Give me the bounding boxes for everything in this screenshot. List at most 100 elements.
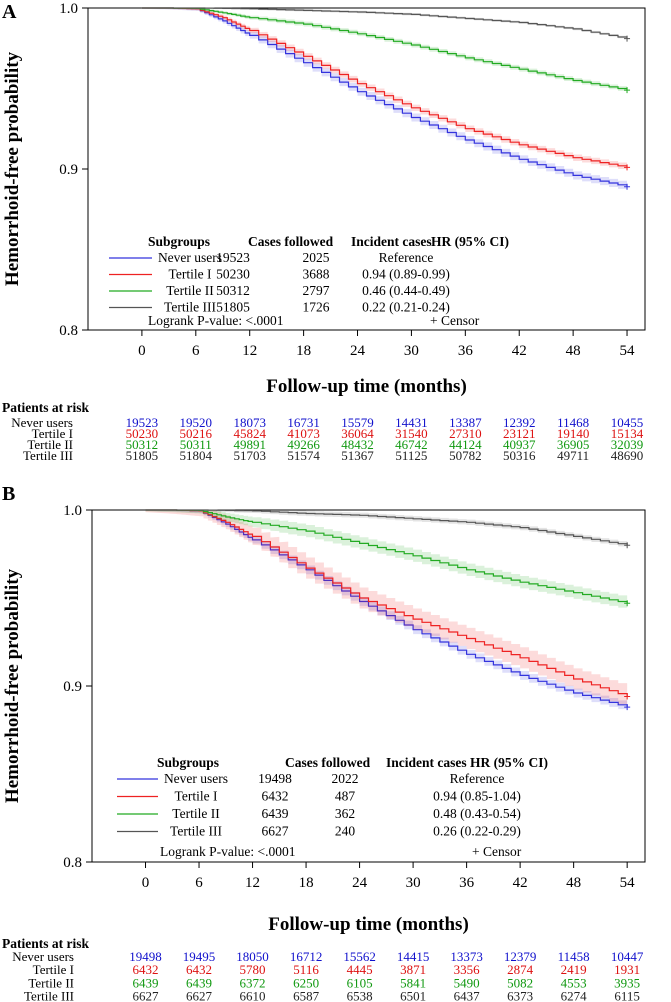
risk-row: Tertile II 50312 50311 49891 49266 48432 46742… xyxy=(27,437,643,452)
censor-mark xyxy=(624,693,631,700)
risk-cell: 13373 xyxy=(450,949,483,964)
risk-cell: 50316 xyxy=(503,448,536,463)
legend-hr: Reference xyxy=(450,771,505,786)
legend-header: Subgroups xyxy=(148,234,210,249)
risk-cell: 36064 xyxy=(341,426,374,441)
risk-row: Tertile II 6439 6439 6372 6250 6105 5841 5490 50… xyxy=(28,975,640,990)
legend-incident: 240 xyxy=(335,824,356,839)
legend-hr: 0.46 (0.44-0.49) xyxy=(362,283,450,298)
risk-cell: 6115 xyxy=(614,989,640,1002)
risk-cell: 44124 xyxy=(449,437,482,452)
legend-name: Tertile III xyxy=(170,824,222,839)
legend-followed: 50230 xyxy=(216,267,250,282)
legend-incident: 362 xyxy=(335,806,355,821)
risk-cell: 11458 xyxy=(558,949,590,964)
risk-cell: 41073 xyxy=(287,426,320,441)
series-tertile-iii xyxy=(145,509,631,549)
x-tick-label: 24 xyxy=(352,875,368,891)
legend-incident: 1726 xyxy=(303,300,330,315)
risk-cell: 6274 xyxy=(561,989,588,1002)
risk-cell: 12379 xyxy=(504,949,537,964)
x-tick-label: 18 xyxy=(299,875,314,891)
legend-header: Subgroups xyxy=(157,755,219,770)
panel-a: A 0.8 0.9 1.0 0 6 12 18 24 30 36 42 48 54 Follow-up ti… xyxy=(2,1,646,463)
risk-cell: 19140 xyxy=(557,426,590,441)
x-tick-label: 48 xyxy=(566,875,581,891)
risk-cell: 49891 xyxy=(233,437,266,452)
legend: Subgroups Cases followed Incident cases HR … xyxy=(109,234,509,328)
risk-cell: 50216 xyxy=(180,426,213,441)
risk-cell: 6437 xyxy=(454,989,481,1002)
risk-cell: 51703 xyxy=(233,448,266,463)
legend-name: Never users xyxy=(164,771,228,786)
risk-row-label: Tertile III xyxy=(23,448,73,463)
risk-row-label: Tertile II xyxy=(28,975,74,990)
risk-cell: 14431 xyxy=(395,415,428,430)
risk-cell: 14415 xyxy=(397,949,430,964)
x-tick-label: 54 xyxy=(620,343,636,359)
confidence-band xyxy=(141,8,628,93)
risk-row-label: Never users xyxy=(12,949,74,964)
risk-row-label: Tertile II xyxy=(27,437,73,452)
x-tick-label: 30 xyxy=(404,343,419,359)
risk-cell: 32039 xyxy=(611,437,644,452)
risk-cell: 19520 xyxy=(180,415,213,430)
risk-cell: 50230 xyxy=(126,426,159,441)
legend-incident: 2797 xyxy=(303,283,330,298)
risk-cell: 23121 xyxy=(503,426,536,441)
risk-cell: 51805 xyxy=(126,448,159,463)
risk-cell: 6105 xyxy=(347,975,373,990)
legend-row: Tertile III 6627 240 0.26 (0.22-0.29) xyxy=(117,824,521,839)
y-tick-label: 1.0 xyxy=(63,503,82,519)
risk-table-title: Patients at risk xyxy=(2,936,89,951)
x-tick-label: 36 xyxy=(459,875,475,891)
risk-row-label: Tertile III xyxy=(24,989,74,1002)
risk-table-title: Patients at risk xyxy=(2,400,89,415)
legend-followed: 19498 xyxy=(258,771,292,786)
risk-row: Never users 19498 19495 18050 16712 15562 1441… xyxy=(12,949,644,964)
risk-cell: 6610 xyxy=(240,989,266,1002)
legend-header: Cases followed xyxy=(248,234,334,249)
x-tick-label: 0 xyxy=(138,343,146,359)
series-never-users xyxy=(141,7,631,191)
risk-cell: 6627 xyxy=(186,989,213,1002)
legend-incident: 3688 xyxy=(303,267,330,282)
risk-cell: 27310 xyxy=(449,426,482,441)
legend-incident: 487 xyxy=(335,789,356,804)
legend-incident: 2025 xyxy=(303,250,330,265)
risk-cell: 12392 xyxy=(503,415,536,430)
risk-cell: 5116 xyxy=(293,962,319,977)
risk-cell: 6627 xyxy=(133,989,160,1002)
risk-cell: 16731 xyxy=(287,415,320,430)
risk-cell: 36905 xyxy=(557,437,590,452)
x-tick-label: 54 xyxy=(620,875,636,891)
risk-cell: 6250 xyxy=(293,975,319,990)
y-tick-label: 1.0 xyxy=(59,1,78,17)
legend-header: Incident cases xyxy=(386,755,467,770)
legend-hr: Reference xyxy=(379,250,434,265)
risk-cell: 49711 xyxy=(557,448,589,463)
x-tick-label: 12 xyxy=(245,875,260,891)
censor-mark xyxy=(624,600,631,607)
x-tick-label: 30 xyxy=(406,875,421,891)
x-tick-label: 18 xyxy=(296,343,311,359)
x-axis-label: Follow-up time (months) xyxy=(268,914,469,935)
risk-cell: 19498 xyxy=(129,949,162,964)
x-tick-label: 42 xyxy=(512,343,527,359)
legend-name: Never users xyxy=(158,250,222,265)
risk-row: Tertile III 6627 6627 6610 6587 6538 6501 6437 6… xyxy=(24,989,640,1002)
y-axis-label: Hemorrhoid-free probability xyxy=(2,568,23,803)
legend-name: Tertile III xyxy=(164,300,216,315)
risk-cell: 10447 xyxy=(611,949,644,964)
legend-hr: 0.94 (0.85-1.04) xyxy=(433,789,521,804)
risk-cell: 18050 xyxy=(236,949,269,964)
risk-cell: 51804 xyxy=(180,448,213,463)
legend-followed: 50312 xyxy=(216,283,250,298)
risk-cell: 6373 xyxy=(507,989,533,1002)
y-tick-label: 0.9 xyxy=(59,162,78,178)
legend-row: Never users 19498 2022 Reference xyxy=(117,771,504,786)
risk-cell: 50782 xyxy=(449,448,482,463)
risk-cell: 5780 xyxy=(240,962,266,977)
